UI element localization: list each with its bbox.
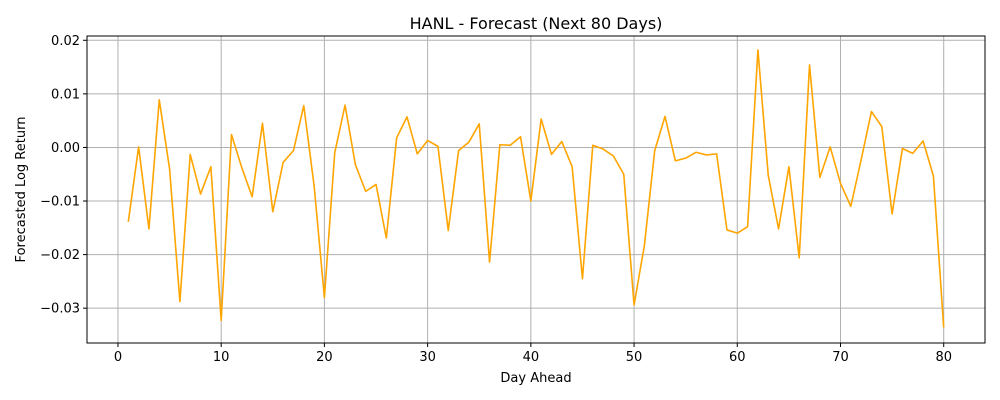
y-tick-label: 0.01 [51,87,80,102]
x-tick-label: 0 [114,350,122,365]
x-tick-label: 30 [419,350,436,365]
y-tick-label: 0.02 [51,34,80,49]
x-tick-label: 70 [832,350,849,365]
y-tick-label: −0.02 [40,248,80,263]
x-axis: 0 10 20 30 40 50 60 70 80 [114,343,952,365]
x-tick-label: 10 [213,350,230,365]
y-tick-label: 0.00 [51,141,80,156]
y-axis-label: Forecasted Log Return [14,117,29,263]
y-tick-label: −0.01 [40,195,80,210]
y-axis: 0.02 0.01 0.00 −0.01 −0.02 −0.03 [40,34,87,317]
x-tick-label: 20 [316,350,333,365]
x-tick-label: 60 [729,350,746,365]
y-tick-label: −0.03 [40,302,80,317]
x-tick-label: 80 [935,350,952,365]
series-layer [127,49,945,328]
grid [87,36,985,343]
x-axis-label: Day Ahead [500,371,571,386]
x-tick-label: 40 [523,350,540,365]
chart-title: HANL - Forecast (Next 80 Days) [410,14,663,33]
x-tick-label: 50 [626,350,643,365]
plot-frame [86,35,986,344]
forecast-line [127,49,945,328]
